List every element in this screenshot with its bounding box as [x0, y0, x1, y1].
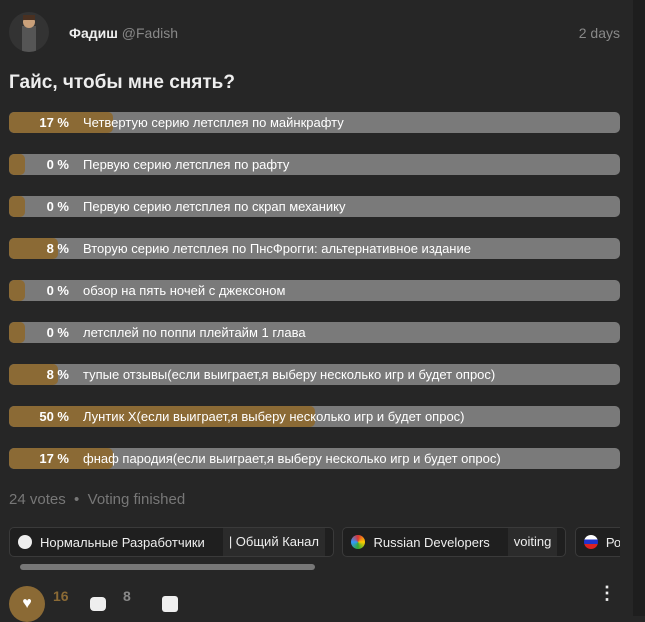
- page-scrollbar[interactable]: [633, 0, 645, 616]
- author-name[interactable]: Фадиш: [69, 25, 118, 41]
- poll-fill: [9, 280, 25, 301]
- chip-name: Russian Developers: [373, 534, 490, 550]
- poll-option[interactable]: 0 % Первую серию летсплея по скрап механи…: [9, 196, 620, 217]
- poll-option[interactable]: 17 % фнаф пародия(если выиграет,я выберу …: [9, 448, 620, 469]
- poll-percent: 0 %: [46, 199, 69, 214]
- comment-icon[interactable]: [90, 597, 106, 611]
- chip-normal-devs[interactable]: Нормальные Разработчики | Общий Канал: [9, 527, 334, 557]
- poll-percent: 0 %: [46, 325, 69, 340]
- poll-percent: 8 %: [46, 367, 69, 382]
- author-handle: @Fadish: [121, 25, 179, 41]
- poll-fill: [9, 112, 113, 133]
- poll-option[interactable]: 0 % обзор на пять ночей с джексоном: [9, 280, 620, 301]
- poll-percent: 0 %: [46, 283, 69, 298]
- like-button[interactable]: ♥: [9, 586, 45, 622]
- poll-option[interactable]: 8 % Вторую серию летсплея по ПнсФрогги: а…: [9, 238, 620, 259]
- poll-fill: [9, 196, 25, 217]
- chip-russian-devs[interactable]: Russian Developers voiting: [342, 527, 567, 557]
- poll-percent: 8 %: [46, 241, 69, 256]
- poll-label: Лунтик Х(если выиграет,я выберу нескольк…: [83, 409, 465, 424]
- poll-fill: [9, 448, 113, 469]
- poll-option[interactable]: 17 % Четвертую серию летсплея по майнкраф…: [9, 112, 620, 133]
- poll-option[interactable]: 0 % Первую серию летсплея по рафту: [9, 154, 620, 175]
- poll-option[interactable]: 0 % летсплей по поппи плейтайм 1 глава: [9, 322, 620, 343]
- more-options-icon[interactable]: ⋮: [598, 583, 616, 603]
- poll-footer: 24 votes • Voting finished: [9, 491, 186, 508]
- chip-russia[interactable]: Росс: [574, 527, 620, 557]
- like-count: 16: [53, 588, 69, 604]
- horizontal-scrollbar[interactable]: [20, 564, 315, 570]
- chip-name: Росс: [605, 534, 620, 550]
- poll-fill: [9, 406, 315, 427]
- server-icon: [18, 535, 32, 549]
- poll-fill: [9, 364, 58, 385]
- poll-percent: 17 %: [39, 115, 69, 130]
- poll-percent: 17 %: [39, 451, 69, 466]
- poll-percent: 0 %: [46, 157, 69, 172]
- poll-option[interactable]: 50 % Лунтик Х(если выиграет,я выберу неск…: [9, 406, 620, 427]
- poll-label: тупые отзывы(если выиграет,я выберу неск…: [83, 367, 496, 382]
- poll-fill: [9, 154, 25, 175]
- author[interactable]: Фадиш @Fadish: [69, 25, 178, 41]
- poll-label: Четвертую серию летсплея по майнкрафту: [83, 115, 344, 130]
- avatar[interactable]: [9, 12, 49, 52]
- poll-label: фнаф пародия(если выиграет,я выберу неск…: [83, 451, 501, 466]
- poll-label: Первую серию летсплея по скрап механику: [83, 199, 346, 214]
- heart-icon: ♥: [22, 595, 32, 612]
- poll-option[interactable]: 8 % тупые отзывы(если выиграет,я выберу н…: [9, 364, 620, 385]
- chip-channel: voiting: [507, 528, 558, 556]
- poll-label: Первую серию летсплея по рафту: [83, 157, 290, 172]
- share-icon[interactable]: [162, 596, 178, 612]
- poll-fill: [9, 238, 58, 259]
- comment-count: 8: [123, 588, 131, 604]
- chip-channel: | Общий Канал: [222, 528, 325, 556]
- poll-percent: 50 %: [39, 409, 69, 424]
- timestamp: 2 days: [578, 25, 620, 41]
- flag-icon: [583, 535, 598, 549]
- server-icon: [351, 535, 366, 549]
- poll-label: Вторую серию летсплея по ПнсФрогги: альт…: [83, 241, 471, 256]
- poll-label: летсплей по поппи плейтайм 1 глава: [83, 325, 306, 340]
- channel-chips: Нормальные Разработчики | Общий Канал Rus…: [9, 527, 620, 557]
- post-title: Гайс, чтобы мне снять?: [9, 72, 235, 93]
- poll-status: Voting finished: [87, 491, 186, 508]
- vote-count: 24 votes: [9, 491, 66, 508]
- poll-fill: [9, 322, 25, 343]
- chip-name: Нормальные Разработчики: [40, 534, 205, 550]
- poll-label: обзор на пять ночей с джексоном: [83, 283, 286, 298]
